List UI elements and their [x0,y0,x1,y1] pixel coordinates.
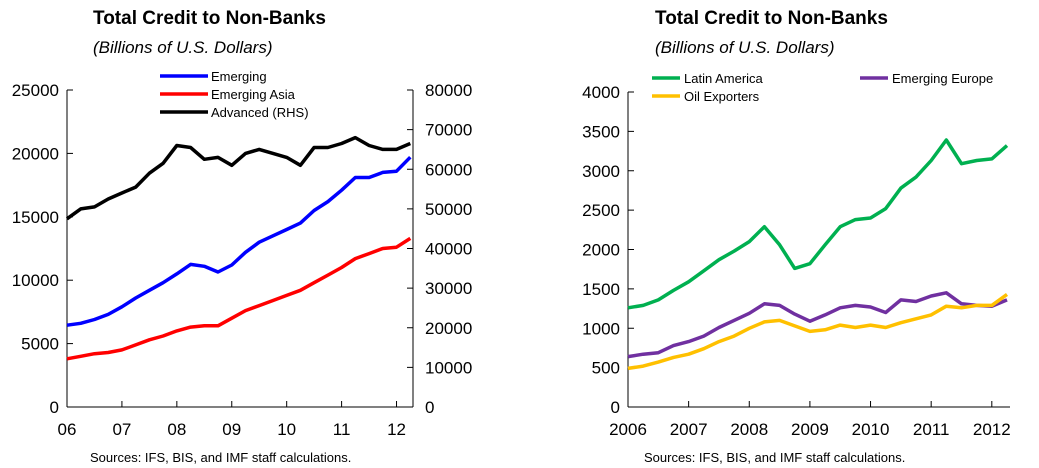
x-tick-label: 11 [333,420,351,439]
y-tick-label-right: 0 [425,398,434,417]
y-tick-label-left: 25000 [12,81,59,100]
legend-label: Emerging Europe [892,71,993,86]
x-tick-label: 2011 [913,420,950,439]
chart-panel-right: Total Credit to Non-Banks (Billions of U… [520,0,1039,468]
legend-label: Advanced (RHS) [211,105,309,120]
y-tick-label: 2000 [582,241,620,260]
y-tick-label: 3500 [582,122,620,141]
y-tick-label: 2500 [582,201,620,220]
y-tick-label-left: 15000 [12,208,59,227]
x-tick-label: 09 [222,420,241,439]
x-tick-label: 08 [167,420,186,439]
y-tick-label-left: 20000 [12,144,59,163]
y-tick-label: 1000 [582,319,620,338]
source-note: Sources: IFS, BIS, and IMF staff calcula… [90,450,352,465]
x-tick-label: 07 [112,420,131,439]
chart-title: Total Credit to Non-Banks [93,8,326,29]
x-tick-label: 06 [58,420,77,439]
series-line-oil-exporters [627,292,1009,371]
chart-title: Total Credit to Non-Banks [655,8,888,29]
series-line-emerging-asia [66,236,412,361]
y-tick-label: 500 [592,359,620,378]
legend-label: Emerging Asia [211,87,296,102]
y-tick-label-left: 10000 [12,271,59,290]
x-tick-label: 10 [277,420,296,439]
y-tick-label-right: 60000 [425,160,472,179]
y-tick-label: 4000 [582,83,620,102]
series-line-advanced-rhs [65,135,411,221]
series-line-emerging [66,155,412,327]
y-tick-label-right: 40000 [425,240,472,259]
legend-label: Emerging [211,69,267,84]
y-tick-label-right: 10000 [425,358,472,377]
chart-panel-left: Total Credit to Non-Banks (Billions of U… [0,0,519,468]
chart-right-svg: 0 500 1000 1500 2000 2500 3000 3500 4000 2006 2007… [582,71,1011,439]
y-tick-label-right: 80000 [425,81,472,100]
x-tick-label: 2007 [670,420,708,439]
x-tick-label: 2010 [852,420,890,439]
x-tick-label: 12 [387,420,406,439]
legend-label: Oil Exporters [684,89,760,104]
y-tick-label-left: 0 [50,398,59,417]
y-tick-label-right: 30000 [425,279,472,298]
chart-subtitle: (Billions of U.S. Dollars) [655,38,835,57]
series-line-emerging-europe [627,291,1008,359]
x-tick-label: 2009 [791,420,829,439]
y-tick-label-right: 20000 [425,319,472,338]
legend-label: Latin America [684,71,764,86]
y-tick-label: 1500 [582,280,620,299]
series-line-latin-america [627,138,1009,310]
chart-subtitle: (Billions of U.S. Dollars) [93,38,273,57]
chart-left-svg: 0 5000 10000 15000 20000 25000 0 10000 20000 3000… [12,69,473,439]
y-tick-label-right: 50000 [425,200,472,219]
x-tick-label: 2008 [730,420,768,439]
x-tick-label: 2012 [973,420,1011,439]
y-tick-label: 0 [611,398,620,417]
y-tick-label-left: 5000 [21,335,59,354]
y-tick-label-right: 70000 [425,121,472,140]
source-note: Sources: IFS, BIS, and IMF staff calcula… [644,450,906,465]
y-tick-label: 3000 [582,162,620,181]
x-tick-label: 2006 [609,420,647,439]
